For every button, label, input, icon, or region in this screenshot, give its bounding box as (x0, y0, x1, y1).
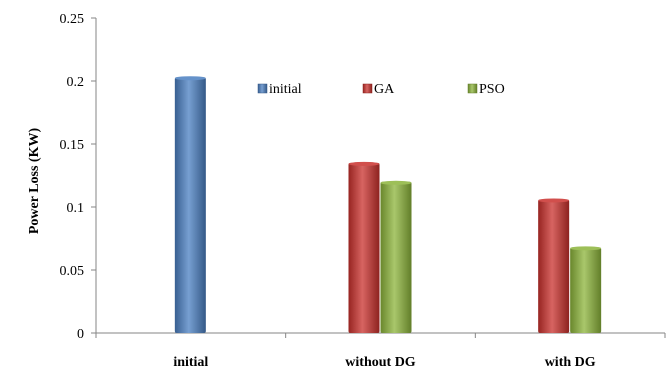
bar-top (380, 180, 412, 185)
bar-top (174, 76, 206, 81)
y-tick-label: 0.2 (67, 75, 85, 90)
bars (174, 76, 602, 333)
bar-initial (174, 77, 206, 333)
bar-top (348, 161, 380, 166)
bar-ga (348, 162, 380, 333)
bar-top (538, 198, 570, 203)
legend-swatch-ga (362, 83, 373, 94)
y-tick-label: 0 (77, 327, 84, 342)
x-category-label: without DG (345, 355, 416, 370)
legend-label-pso: PSO (479, 82, 505, 97)
bar-ga (538, 199, 570, 333)
y-axis-label: Power Loss (KW) (27, 128, 42, 235)
x-category-label: initial (173, 355, 208, 370)
legend: initial GA PSO (257, 82, 505, 97)
x-category-label: with DG (545, 355, 596, 370)
bar-pso (380, 181, 412, 333)
legend-swatch-initial (257, 83, 268, 94)
y-tick-label: 0.25 (60, 12, 85, 27)
y-tick-label: 0.1 (67, 201, 85, 216)
ticks: 0 0.05 0.1 0.15 0.2 0.25 initial without DG with… (60, 12, 666, 370)
bar-pso (570, 247, 602, 333)
legend-swatch-pso (467, 83, 478, 94)
legend-label-ga: GA (374, 82, 395, 97)
y-tick-label: 0.05 (60, 264, 85, 279)
bar-top (570, 246, 602, 251)
legend-label-initial: initial (269, 82, 302, 97)
y-tick-label: 0.15 (60, 138, 85, 153)
